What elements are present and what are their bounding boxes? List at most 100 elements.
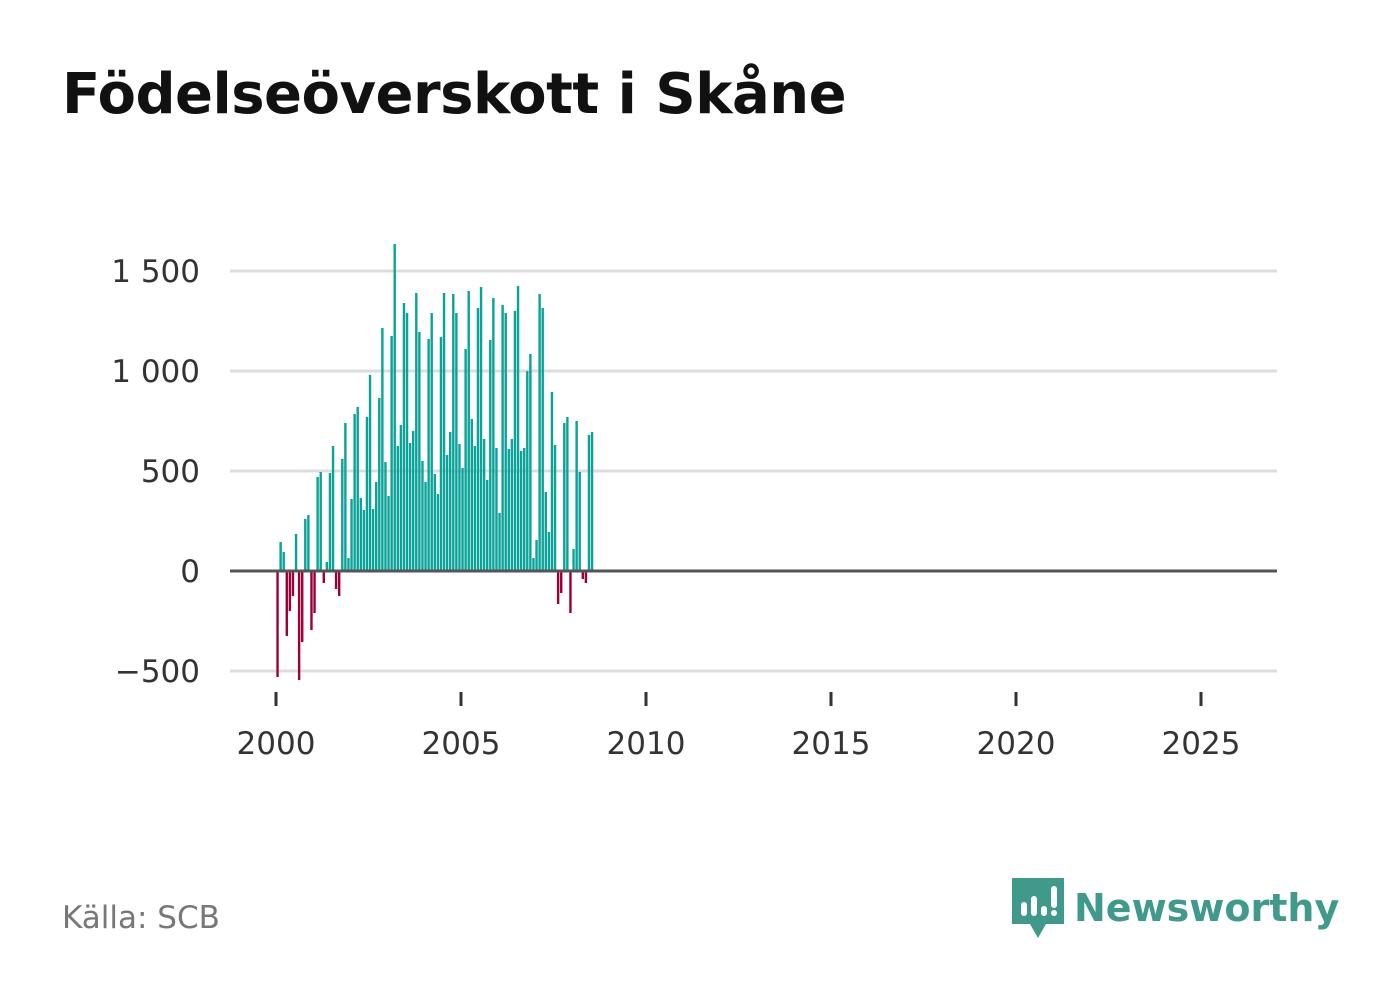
bar xyxy=(489,340,492,571)
bar xyxy=(418,332,421,571)
x-tick-label: 2010 xyxy=(607,726,686,762)
bar xyxy=(359,498,362,571)
bar xyxy=(538,294,541,571)
bar xyxy=(433,474,436,571)
bar xyxy=(365,417,369,571)
bar xyxy=(378,398,381,571)
bar xyxy=(279,542,282,571)
bar xyxy=(507,449,510,571)
bar xyxy=(408,443,412,571)
bar xyxy=(368,375,372,571)
bar xyxy=(304,519,307,571)
bar xyxy=(334,571,338,589)
bar xyxy=(322,571,325,583)
bars xyxy=(276,244,594,680)
bar xyxy=(553,445,557,571)
x-tick-label: 2025 xyxy=(1162,726,1241,762)
bar xyxy=(301,571,304,642)
brand-name: Newsworthy xyxy=(1074,886,1340,930)
bar xyxy=(325,562,329,571)
bar xyxy=(492,298,495,571)
bar xyxy=(282,552,285,571)
bar xyxy=(449,432,452,571)
bar xyxy=(430,313,433,571)
bar xyxy=(482,439,486,571)
bar xyxy=(291,571,295,596)
bar xyxy=(498,513,501,571)
bar xyxy=(476,308,480,571)
bar xyxy=(412,431,415,571)
bar xyxy=(566,417,569,571)
bar xyxy=(319,472,322,571)
bar xyxy=(550,392,554,571)
bar xyxy=(439,337,443,571)
bar xyxy=(556,571,560,604)
bar xyxy=(328,473,332,571)
bar xyxy=(578,472,581,571)
bar xyxy=(375,482,378,571)
bar xyxy=(464,349,467,571)
bar xyxy=(399,425,403,571)
y-tick-label: 1 500 xyxy=(111,254,200,290)
y-tick-label: −500 xyxy=(115,654,200,690)
bar xyxy=(347,558,350,571)
bar xyxy=(523,448,526,571)
bar xyxy=(547,532,551,571)
bar xyxy=(307,515,310,571)
bar xyxy=(461,468,464,571)
bar xyxy=(501,305,504,571)
bar xyxy=(331,446,335,571)
bar xyxy=(297,571,301,680)
x-tick-label: 2000 xyxy=(237,726,316,762)
bar xyxy=(442,293,446,571)
bar xyxy=(587,435,591,571)
bar xyxy=(424,482,427,571)
bar xyxy=(467,291,470,571)
bar xyxy=(356,407,359,571)
bar xyxy=(276,571,279,677)
bar xyxy=(384,462,387,571)
bar xyxy=(288,571,292,611)
bar xyxy=(581,571,584,579)
y-tick-label: 1 000 xyxy=(111,354,200,390)
x-tick-label: 2015 xyxy=(792,726,871,762)
bar xyxy=(470,419,473,571)
bar xyxy=(390,336,393,571)
bar xyxy=(504,313,507,571)
bar xyxy=(532,558,535,571)
bar xyxy=(563,423,566,571)
newsworthy-logo-icon xyxy=(1012,878,1064,938)
bar xyxy=(381,328,384,571)
bar xyxy=(316,477,319,571)
bar xyxy=(294,534,298,571)
bar xyxy=(516,286,520,571)
bar xyxy=(313,571,316,613)
bar xyxy=(569,571,572,613)
bar xyxy=(584,571,588,583)
y-tick-label: 0 xyxy=(180,554,200,590)
bar xyxy=(544,492,547,571)
bar xyxy=(436,494,440,571)
bar xyxy=(445,455,449,571)
bar xyxy=(590,432,594,571)
bar xyxy=(341,459,344,571)
bar xyxy=(535,540,538,571)
bar xyxy=(344,423,347,571)
bar xyxy=(541,308,544,571)
bar xyxy=(393,244,396,571)
bar xyxy=(350,499,353,571)
bar xyxy=(402,303,406,571)
bar xyxy=(473,446,477,571)
bar xyxy=(452,294,455,571)
axes: −500 0 500 1 000 1 500 2000 2005 2010 2015 2020 20… xyxy=(111,254,1277,762)
bar xyxy=(415,293,418,571)
bar xyxy=(526,371,529,571)
bar xyxy=(455,313,458,571)
bar xyxy=(486,480,489,571)
bar xyxy=(371,509,375,571)
bar xyxy=(495,448,498,571)
bar xyxy=(513,311,517,571)
bar xyxy=(427,339,430,571)
bar xyxy=(353,414,356,571)
